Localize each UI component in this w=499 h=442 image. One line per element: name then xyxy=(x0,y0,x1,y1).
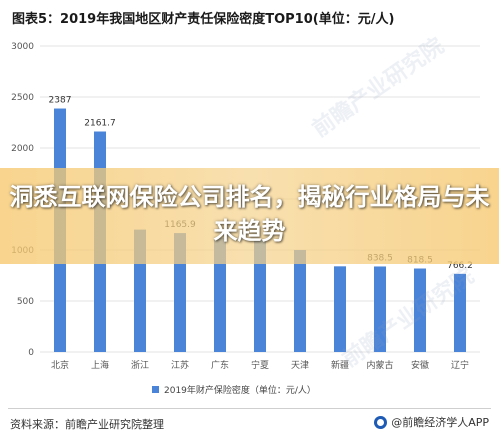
x-tick-label: 天津 xyxy=(291,360,309,371)
bar-宁夏 xyxy=(254,239,266,352)
y-tick-label: 3000 xyxy=(11,42,34,52)
bar-内蒙古 xyxy=(374,266,386,352)
y-tick-label: 2500 xyxy=(11,93,34,103)
chart-title: 图表5：2019年我国地区财产责任保险密度TOP10(单位：元/人) xyxy=(12,12,395,27)
x-tick-label: 广东 xyxy=(211,359,229,371)
y-tick-label: 0 xyxy=(28,348,34,358)
x-tick-label: 江苏 xyxy=(171,359,189,371)
brand-logo-icon xyxy=(374,415,388,429)
bar-新疆 xyxy=(334,266,346,352)
x-tick-label: 内蒙古 xyxy=(366,359,393,371)
legend-swatch xyxy=(152,386,159,393)
promo-banner xyxy=(0,168,499,264)
bar-广东 xyxy=(214,237,226,352)
bar-安徽 xyxy=(414,268,426,352)
data-label: 2387 xyxy=(49,96,72,106)
footer-divider xyxy=(8,408,491,409)
data-label: 766.2 xyxy=(447,261,473,271)
bar-天津 xyxy=(294,250,306,352)
x-tick-label: 上海 xyxy=(91,359,109,371)
bar-辽宁 xyxy=(454,273,466,352)
x-tick-label: 安徽 xyxy=(411,359,429,371)
chart-legend: 2019年财产保险密度（单位：元/人） xyxy=(152,383,316,396)
legend-label: 2019年财产保险密度（单位：元/人） xyxy=(164,386,316,396)
y-tick-label: 2000 xyxy=(11,144,34,154)
x-tick-label: 辽宁 xyxy=(451,359,469,371)
x-tick-label: 新疆 xyxy=(331,359,349,371)
x-tick-label: 宁夏 xyxy=(251,359,269,371)
banner-headline-text: 洞悉互联网保险公司排名，揭秘行业格局与未来趋势 xyxy=(9,183,490,245)
banner-headline: 洞悉互联网保险公司排名，揭秘行业格局与未来趋势 xyxy=(0,180,499,248)
source-note: 资料来源：前瞻产业研究院整理 xyxy=(10,418,164,431)
brand-label: @前瞻经济学人APP xyxy=(391,416,489,429)
x-tick-label: 北京 xyxy=(51,359,69,371)
y-tick-label: 500 xyxy=(17,297,34,307)
brand-credit: @前瞻经济学人APP xyxy=(374,414,489,430)
data-label: 2161.7 xyxy=(84,119,116,129)
x-tick-label: 浙江 xyxy=(131,359,149,371)
